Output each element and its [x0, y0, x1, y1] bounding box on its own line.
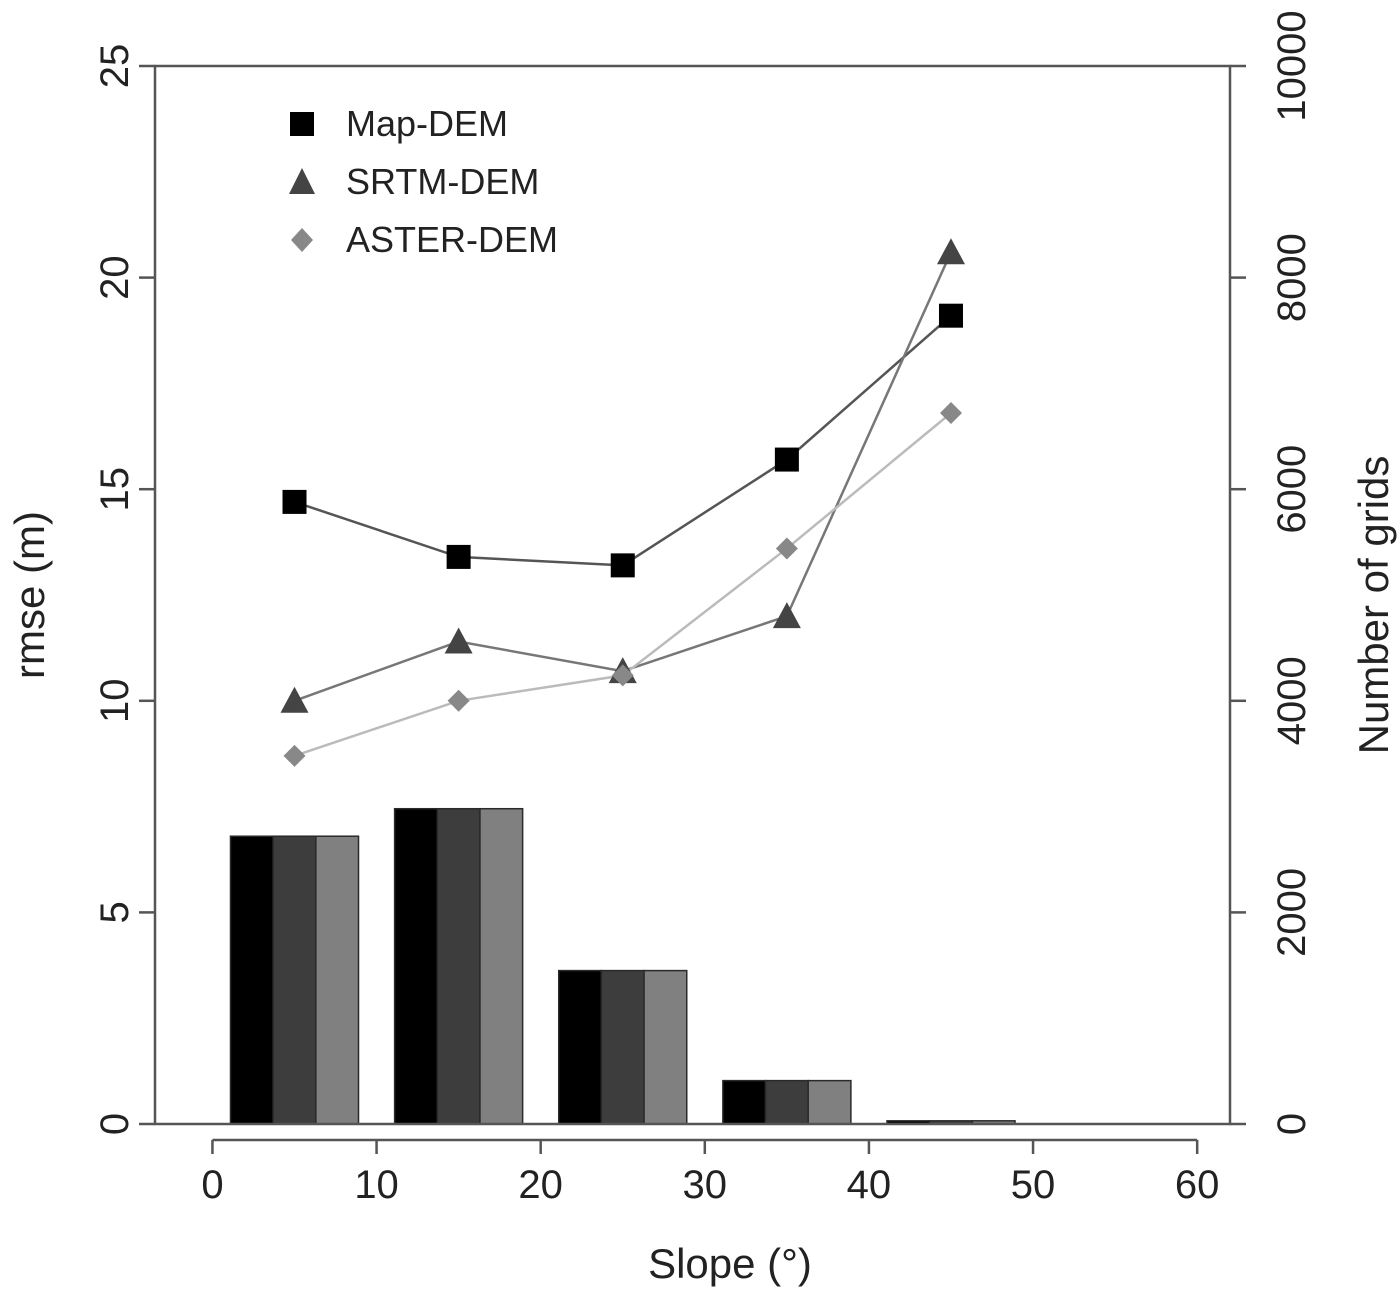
- legend-label-map-dem: Map-DEM: [346, 103, 508, 144]
- x-tick-label-6: 60: [1175, 1163, 1220, 1207]
- point-srtm-dem-3: [772, 602, 801, 629]
- bar-aster-dem-2: [643, 969, 688, 1125]
- legend-marker-map-dem: [290, 112, 314, 136]
- legend: Map-DEM SRTM-DEM ASTER-DEM: [289, 103, 558, 260]
- bar-map-dem-2: [557, 969, 603, 1125]
- bar-map-dem-1: [393, 807, 439, 1125]
- y2-tick-label-3: 6000: [1270, 445, 1314, 534]
- plot-frame: [153, 64, 1232, 1126]
- y-tick-label-3: 15: [93, 467, 137, 512]
- point-srtm-dem-0: [280, 686, 309, 713]
- line-map-dem: [294, 314, 952, 567]
- x-tick-label-5: 50: [1011, 1163, 1056, 1207]
- y2-tick-label-2: 4000: [1270, 656, 1314, 745]
- x-tick-label-1: 10: [354, 1163, 399, 1207]
- legend-label-srtm-dem: SRTM-DEM: [346, 161, 539, 202]
- bar-srtm-dem-1: [436, 807, 481, 1125]
- point-map-dem-4: [938, 303, 963, 328]
- y2-axis-title: Number of grids: [1350, 456, 1397, 755]
- bar-aster-dem-3: [807, 1079, 852, 1125]
- point-map-dem-1: [446, 544, 471, 569]
- y-axis-title: rmse (m): [6, 511, 53, 679]
- axes-layer: 0 10 20 30 40 50 60 0 5 10 15 20 25 0 2000 4000 6000 8000…: [93, 10, 1314, 1207]
- y-tick-label-1: 5: [93, 901, 137, 923]
- y2-tick-label-5: 10000: [1270, 10, 1314, 121]
- x-tick-label-0: 0: [201, 1163, 223, 1207]
- bars-layer: [229, 807, 1016, 1125]
- y2-tick-label-0: 0: [1270, 1113, 1314, 1135]
- point-map-dem-0: [282, 489, 307, 514]
- bar-map-dem-3: [722, 1079, 767, 1125]
- point-aster-dem-0: [283, 744, 306, 767]
- markers-layer: [280, 238, 965, 767]
- line-srtm-dem: [294, 251, 953, 702]
- point-srtm-dem-4: [936, 238, 965, 265]
- point-aster-dem-4: [939, 402, 962, 425]
- bar-srtm-dem-2: [600, 969, 645, 1125]
- point-aster-dem-1: [447, 689, 470, 712]
- bar-aster-dem-0: [315, 835, 360, 1125]
- y-tick-label-5: 25: [93, 44, 137, 89]
- y-tick-label-2: 10: [93, 679, 137, 724]
- x-tick-label-4: 40: [847, 1163, 892, 1207]
- y2-tick-label-1: 2000: [1270, 868, 1314, 957]
- y2-tick-label-4: 8000: [1270, 233, 1314, 322]
- y-tick-label-0: 0: [93, 1113, 137, 1135]
- point-map-dem-3: [774, 447, 799, 472]
- legend-label-aster-dem: ASTER-DEM: [346, 219, 558, 260]
- line-aster-dem: [294, 412, 952, 758]
- x-tick-label-3: 30: [683, 1163, 728, 1207]
- bar-aster-dem-1: [479, 807, 524, 1125]
- point-map-dem-2: [610, 553, 635, 578]
- bar-srtm-dem-0: [272, 835, 317, 1125]
- legend-marker-aster-dem: [291, 228, 313, 252]
- y-tick-label-4: 20: [93, 255, 137, 300]
- x-axis-title: Slope (°): [648, 1240, 812, 1287]
- legend-marker-srtm-dem: [289, 168, 315, 194]
- bar-map-dem-0: [229, 835, 274, 1125]
- point-aster-dem-3: [775, 537, 798, 560]
- point-aster-dem-2: [611, 664, 634, 687]
- point-srtm-dem-1: [444, 627, 473, 654]
- x-tick-label-2: 20: [518, 1163, 563, 1207]
- bar-srtm-dem-3: [764, 1079, 809, 1125]
